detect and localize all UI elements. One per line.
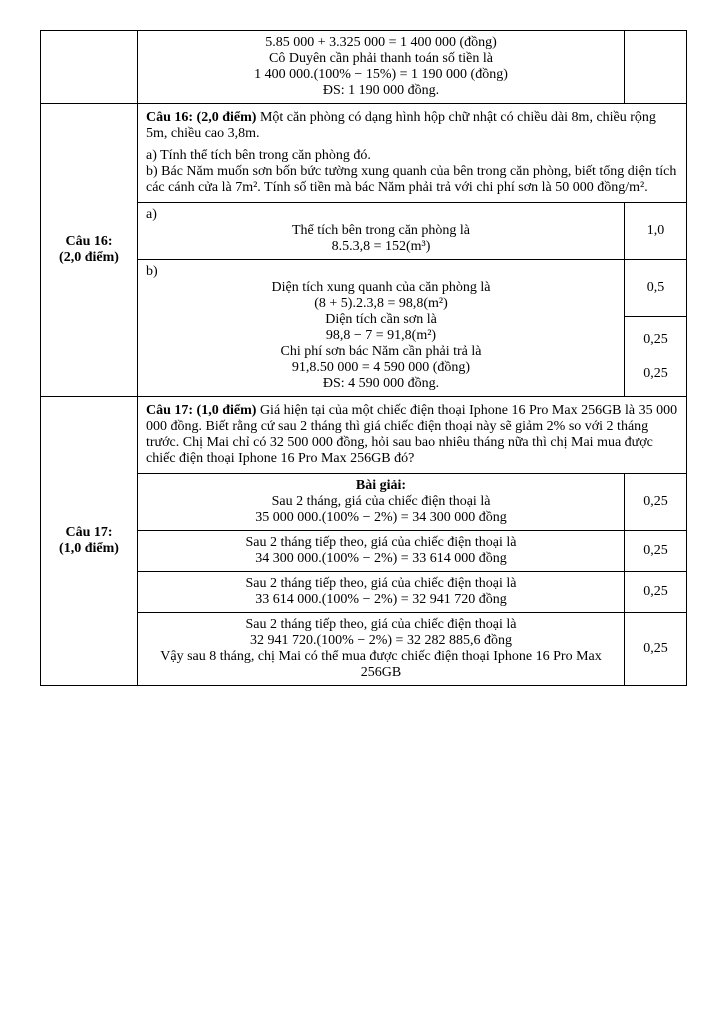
line: 32 941 720.(100% − 2%) = 32 282 885,6 đồ… bbox=[146, 633, 616, 649]
q15-score-empty bbox=[625, 31, 687, 104]
text: b) Bác Năm muốn sơn bốn bức tường xung q… bbox=[146, 164, 678, 196]
line: 8.5.3,8 = 152(m³) bbox=[146, 239, 616, 255]
score: 0,25 bbox=[633, 366, 678, 382]
text: a) Tính thể tích bên trong căn phòng đó. bbox=[146, 148, 678, 164]
q17-step2-score: 0,25 bbox=[625, 531, 687, 572]
q15-cont-content: 5.85 000 + 3.325 000 = 1 400 000 (đồng) … bbox=[138, 31, 625, 104]
tag: b) bbox=[146, 264, 616, 280]
q17-step3-score: 0,25 bbox=[625, 572, 687, 613]
q16-a-score: 1,0 bbox=[625, 203, 687, 260]
heading: Câu 17: (1,0 điểm) bbox=[146, 403, 260, 418]
label-sub: (1,0 điểm) bbox=[49, 541, 129, 557]
line: Cô Duyên cần phải thanh toán số tiền là bbox=[146, 51, 616, 67]
line: ĐS: 1 190 000 đồng. bbox=[146, 83, 616, 99]
line: ĐS: 4 590 000 đồng. bbox=[146, 376, 616, 392]
line: 34 300 000.(100% − 2%) = 33 614 000 đồng bbox=[146, 551, 616, 567]
conclusion: Vậy sau 8 tháng, chị Mai có thể mua được… bbox=[146, 649, 616, 681]
q16-label: Câu 16: (2,0 điểm) bbox=[41, 104, 138, 397]
line: Sau 2 tháng tiếp theo, giá của chiếc điệ… bbox=[146, 576, 616, 592]
line: Chi phí sơn bác Năm cần phải trả là bbox=[146, 344, 616, 360]
answer-key-table: 5.85 000 + 3.325 000 = 1 400 000 (đồng) … bbox=[40, 30, 687, 686]
line: 5.85 000 + 3.325 000 = 1 400 000 (đồng) bbox=[146, 35, 616, 51]
q17-label: Câu 17: (1,0 điểm) bbox=[41, 397, 138, 686]
q17-step1-score: 0,25 bbox=[625, 474, 687, 531]
q16-problem: Câu 16: (2,0 điểm) Một căn phòng có dạng… bbox=[138, 104, 687, 203]
q16-b-score1: 0,5 bbox=[625, 260, 687, 317]
line: 33 614 000.(100% − 2%) = 32 941 720 đồng bbox=[146, 592, 616, 608]
q17-step4: Sau 2 tháng tiếp theo, giá của chiếc điệ… bbox=[138, 613, 625, 686]
line: Sau 2 tháng, giá của chiếc điện thoại là bbox=[146, 494, 616, 510]
q17-step3: Sau 2 tháng tiếp theo, giá của chiếc điệ… bbox=[138, 572, 625, 613]
label: Câu 17: bbox=[49, 525, 129, 541]
line: Diện tích xung quanh của căn phòng là bbox=[146, 280, 616, 296]
line: Thể tích bên trong căn phòng là bbox=[146, 223, 616, 239]
sol-heading: Bài giải: bbox=[146, 478, 616, 494]
q16-b-score23: 0,25 0,25 bbox=[625, 317, 687, 397]
line: (8 + 5).2.3,8 = 98,8(m²) bbox=[146, 296, 616, 312]
q17-step1: Bài giải: Sau 2 tháng, giá của chiếc điệ… bbox=[138, 474, 625, 531]
heading: Câu 16: (2,0 điểm) bbox=[146, 110, 260, 125]
q16-b-content: b) Diện tích xung quanh của căn phòng là… bbox=[138, 260, 625, 397]
line: 98,8 − 7 = 91,8(m²) bbox=[146, 328, 616, 344]
q15-label-empty bbox=[41, 31, 138, 104]
q17-problem: Câu 17: (1,0 điểm) Giá hiện tại của một … bbox=[138, 397, 687, 474]
label-sub: (2,0 điểm) bbox=[49, 250, 129, 266]
line: 1 400 000.(100% − 15%) = 1 190 000 (đồng… bbox=[146, 67, 616, 83]
line: Sau 2 tháng tiếp theo, giá của chiếc điệ… bbox=[146, 535, 616, 551]
tag: a) bbox=[146, 207, 616, 223]
line: 91,8.50 000 = 4 590 000 (đồng) bbox=[146, 360, 616, 376]
label: Câu 16: bbox=[49, 234, 129, 250]
line: 35 000 000.(100% − 2%) = 34 300 000 đồng bbox=[146, 510, 616, 526]
q16-a-content: a) Thể tích bên trong căn phòng là 8.5.3… bbox=[138, 203, 625, 260]
score: 0,25 bbox=[633, 332, 678, 348]
line: Diện tích cần sơn là bbox=[146, 312, 616, 328]
q17-step2: Sau 2 tháng tiếp theo, giá của chiếc điệ… bbox=[138, 531, 625, 572]
q17-step4-score: 0,25 bbox=[625, 613, 687, 686]
line: Sau 2 tháng tiếp theo, giá của chiếc điệ… bbox=[146, 617, 616, 633]
